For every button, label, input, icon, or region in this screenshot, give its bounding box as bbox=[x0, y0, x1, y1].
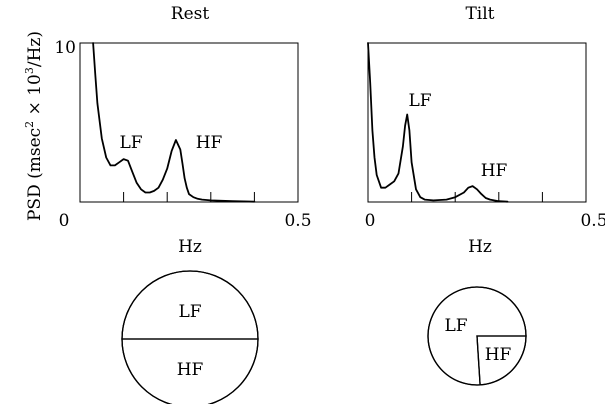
tilt-psd-line bbox=[367, 42, 509, 203]
tilt-pie-label-hf: HF bbox=[485, 345, 512, 365]
rest-y-tick-label-top: 10 bbox=[54, 38, 76, 58]
rest-pie: LF HF bbox=[121, 270, 259, 404]
rest-hf-annotation: HF bbox=[196, 133, 223, 153]
y-axis-label: PSD (msec2 × 103/Hz) bbox=[23, 31, 45, 221]
tilt-x-axis-label: Hz bbox=[468, 237, 492, 257]
tilt-pie: LF HF bbox=[427, 286, 527, 386]
rest-x-axis-label: Hz bbox=[178, 237, 202, 257]
rest-x-tick-label-end: 0.5 bbox=[284, 211, 311, 231]
tilt-x-tick-label-end: 0.5 bbox=[580, 211, 605, 231]
rest-x-tick-label-0: 0 bbox=[59, 211, 70, 231]
tilt-chart: Tilt 0 0.5 Hz LF HF bbox=[365, 4, 605, 257]
tilt-lf-annotation: LF bbox=[408, 91, 431, 111]
tilt-hf-annotation: HF bbox=[481, 161, 508, 181]
tilt-pie-slice-hf bbox=[476, 335, 527, 386]
rest-title: Rest bbox=[171, 4, 210, 24]
tilt-pie-label-lf: LF bbox=[444, 316, 467, 336]
rest-pie-label-hf: HF bbox=[177, 360, 204, 380]
rest-pie-slice-lf bbox=[121, 270, 259, 340]
rest-plot-frame bbox=[79, 42, 299, 203]
rest-psd-line bbox=[92, 42, 256, 203]
tilt-plot-frame bbox=[367, 42, 587, 203]
rest-lf-annotation: LF bbox=[119, 133, 142, 153]
rest-chart: Rest 10 0 0.5 Hz LF HF bbox=[54, 4, 311, 257]
tilt-pie-slice-lf bbox=[427, 286, 527, 386]
tilt-title: Tilt bbox=[465, 4, 494, 24]
tilt-x-tick-label-0: 0 bbox=[365, 211, 376, 231]
rest-pie-slice-hf bbox=[121, 338, 259, 404]
rest-pie-label-lf: LF bbox=[178, 302, 201, 322]
